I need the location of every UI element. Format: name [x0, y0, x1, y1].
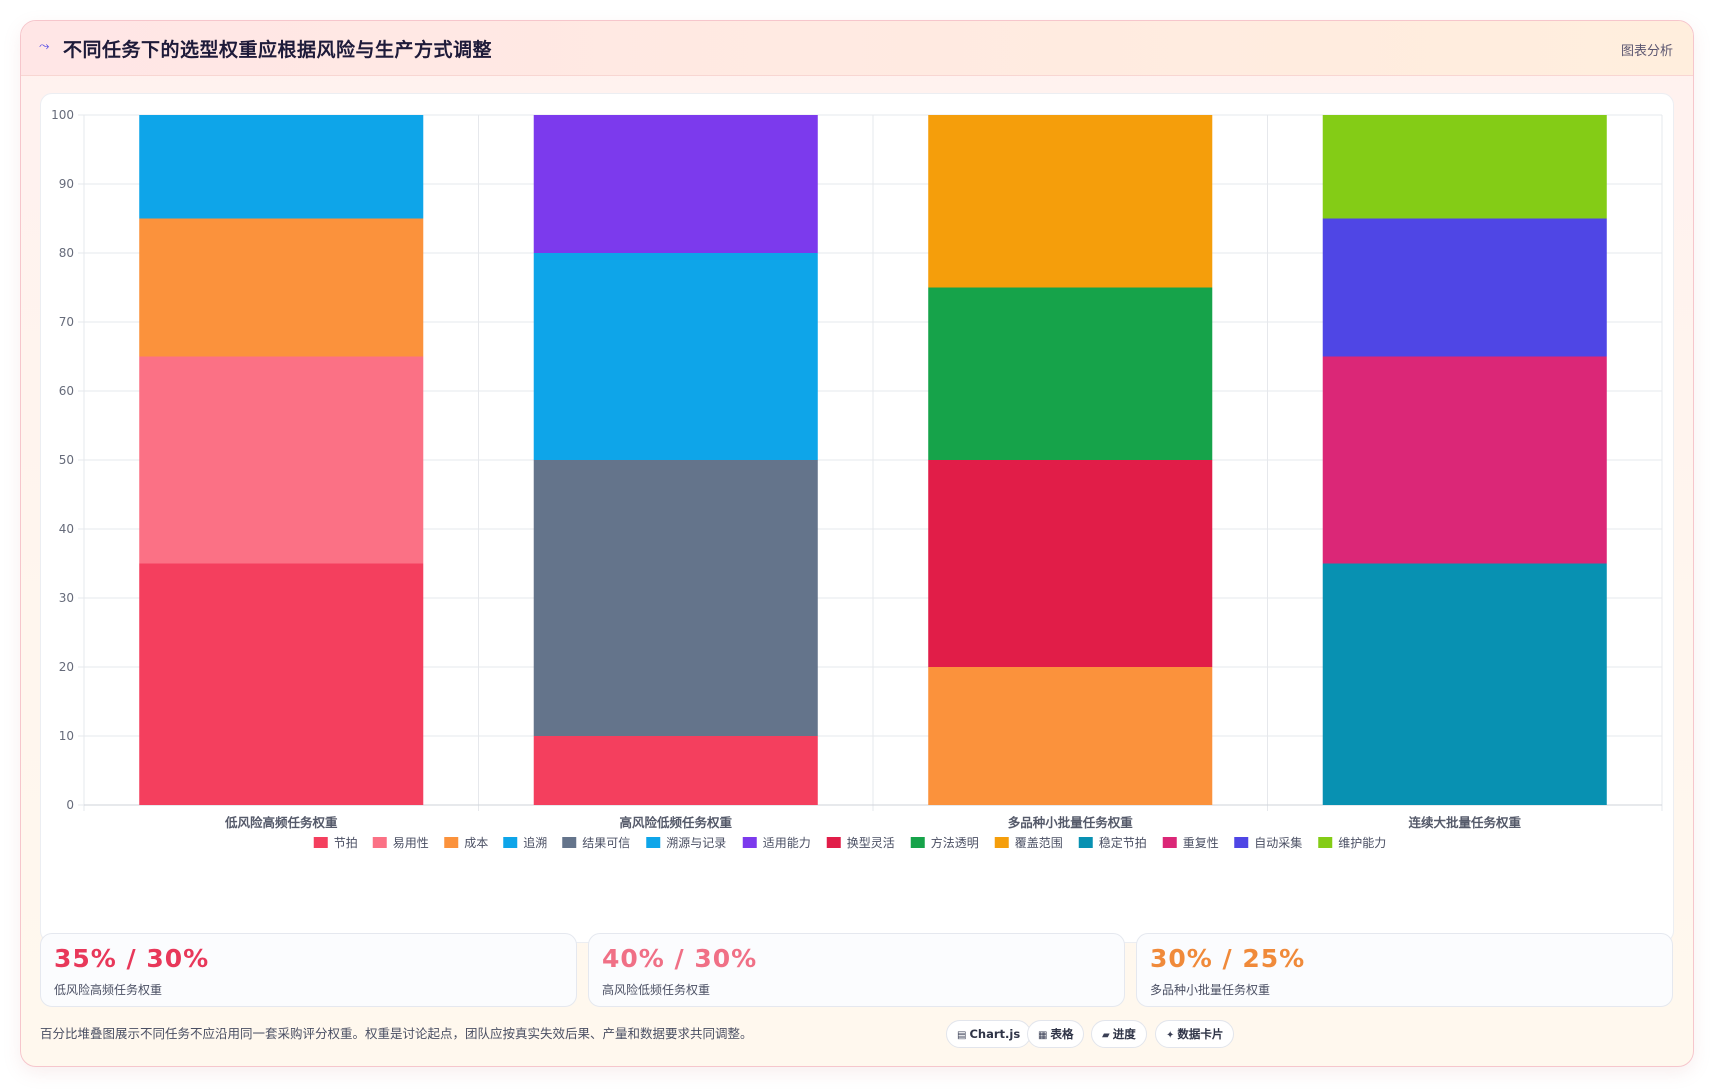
legend-swatch [1234, 837, 1249, 848]
stat-value: 30% / 25% [1150, 944, 1306, 973]
bar-segment [928, 460, 1213, 667]
stacked-bar-chart: 0 10 20 30 40 50 60 70 80 90 100 低风险高频任务权重 高风险低频任务权重… [51, 108, 1663, 850]
x-tick-label: 多品种小批量任务权重 [1008, 815, 1134, 830]
bar-segment [139, 356, 424, 564]
stat-label: 高风险低频任务权重 [602, 983, 711, 997]
bar-segment [1322, 115, 1607, 219]
footer-note: 百分比堆叠图展示不同任务不应沿用同一套采购评分权重。权重是讨论起点，团队应按真实… [40, 1026, 753, 1041]
progress-icon: ▰ [1102, 1030, 1110, 1041]
legend-label: 节拍 [334, 835, 358, 850]
stat-card: 40% / 30% 高风险低频任务权重 [588, 933, 1125, 1007]
legend-swatch [444, 837, 459, 848]
legend-label: 覆盖范围 [1015, 836, 1063, 850]
bar-segment [533, 736, 818, 805]
y-tick-label: 30 [59, 591, 74, 605]
y-tick-label: 100 [51, 108, 74, 122]
chart-panel: 0 10 20 30 40 50 60 70 80 90 100 低风险高频任务权重 高风险低频任务权重… [40, 93, 1674, 943]
bar-segment [928, 287, 1213, 460]
bar-segment [139, 563, 424, 805]
legend-label: 维护能力 [1338, 836, 1386, 850]
legend-swatch [313, 837, 328, 848]
bar-segment [533, 115, 818, 253]
page-title: 不同任务下的选型权重应根据风险与生产方式调整 [63, 39, 493, 61]
y-tick-label: 0 [66, 798, 74, 812]
y-tick-label: 50 [59, 453, 74, 467]
badge-label: 表格 [1050, 1027, 1074, 1041]
legend-label: 方法透明 [931, 835, 979, 850]
legend-label: 重复性 [1183, 836, 1219, 850]
bar-segment [1322, 563, 1607, 805]
stat-label: 多品种小批量任务权重 [1150, 983, 1271, 997]
legend-swatch [372, 837, 387, 848]
badge-chartjs[interactable]: ▤ Chart.js [946, 1020, 1032, 1048]
legend-label: 结果可信 [582, 836, 630, 850]
y-tick-label: 70 [59, 315, 74, 329]
legend-swatch [1078, 837, 1093, 848]
badge-progress[interactable]: ▰ 进度 [1091, 1020, 1147, 1048]
x-tick-label: 连续大批量任务权重 [1408, 815, 1521, 830]
y-tick-label: 80 [59, 246, 74, 260]
legend-swatch [1318, 837, 1333, 848]
legend-swatch [910, 837, 925, 848]
table-icon: ▦ [1038, 1030, 1048, 1041]
legend-label: 自动采集 [1254, 835, 1302, 850]
badge-data-card[interactable]: ✦ 数据卡片 [1155, 1020, 1235, 1048]
y-tick-label: 40 [59, 522, 74, 536]
bar-segment [533, 460, 818, 736]
legend-swatch [742, 837, 757, 848]
stat-card: 35% / 30% 低风险高频任务权重 [40, 933, 577, 1007]
card-header: ⤳ 不同任务下的选型权重应根据风险与生产方式调整 图表分析 [21, 21, 1693, 76]
legend-swatch [503, 837, 518, 848]
legend-swatch [562, 837, 577, 848]
bar-segment [139, 115, 424, 219]
badge-label: 数据卡片 [1177, 1027, 1224, 1041]
bar-segment [1322, 218, 1607, 357]
badge-label: Chart.js [969, 1027, 1021, 1041]
legend-label: 稳定节拍 [1099, 835, 1147, 850]
y-tick-label: 60 [59, 384, 74, 398]
x-tick-label: 低风险高频任务权重 [224, 815, 338, 830]
bar-segment [139, 218, 424, 357]
y-tick-label: 10 [59, 729, 74, 743]
bar-segment [533, 253, 818, 460]
bar-segment [1322, 356, 1607, 564]
bar-segment [928, 667, 1213, 805]
stat-value: 35% / 30% [54, 944, 210, 973]
legend-swatch [826, 837, 841, 848]
legend-label: 成本 [464, 836, 488, 850]
stats-row: 35% / 30% 低风险高频任务权重 40% / 30% 高风险低频任务权重 … [40, 933, 1674, 1007]
badge-table[interactable]: ▦ 表格 [1027, 1020, 1085, 1048]
stat-label: 低风险高频任务权重 [54, 983, 163, 997]
sparkle-icon: ✦ [1166, 1030, 1175, 1041]
legend-label: 溯源与记录 [666, 835, 726, 850]
chart-trend-icon: ⤳ [39, 39, 50, 54]
legend-swatch [994, 837, 1009, 848]
legend-swatch [1162, 837, 1177, 848]
chart-icon: ▤ [957, 1030, 967, 1041]
legend-label: 适用能力 [763, 836, 811, 850]
chart-card: ⤳ 不同任务下的选型权重应根据风险与生产方式调整 图表分析 0 10 20 30 40 5… [20, 20, 1694, 1067]
legend-label: 追溯 [523, 835, 547, 850]
y-tick-label: 90 [59, 177, 74, 191]
stat-card: 30% / 25% 多品种小批量任务权重 [1136, 933, 1673, 1007]
badge-label: 进度 [1112, 1027, 1136, 1041]
x-tick-label: 高风险低频任务权重 [619, 815, 732, 830]
stat-value: 40% / 30% [602, 944, 758, 973]
legend-swatch [646, 837, 661, 848]
chart-analysis-link[interactable]: 图表分析 [1620, 44, 1673, 59]
bar-segment [928, 115, 1213, 288]
legend-label: 换型灵活 [847, 836, 895, 850]
y-tick-label: 20 [59, 660, 74, 674]
legend-label: 易用性 [393, 836, 429, 850]
